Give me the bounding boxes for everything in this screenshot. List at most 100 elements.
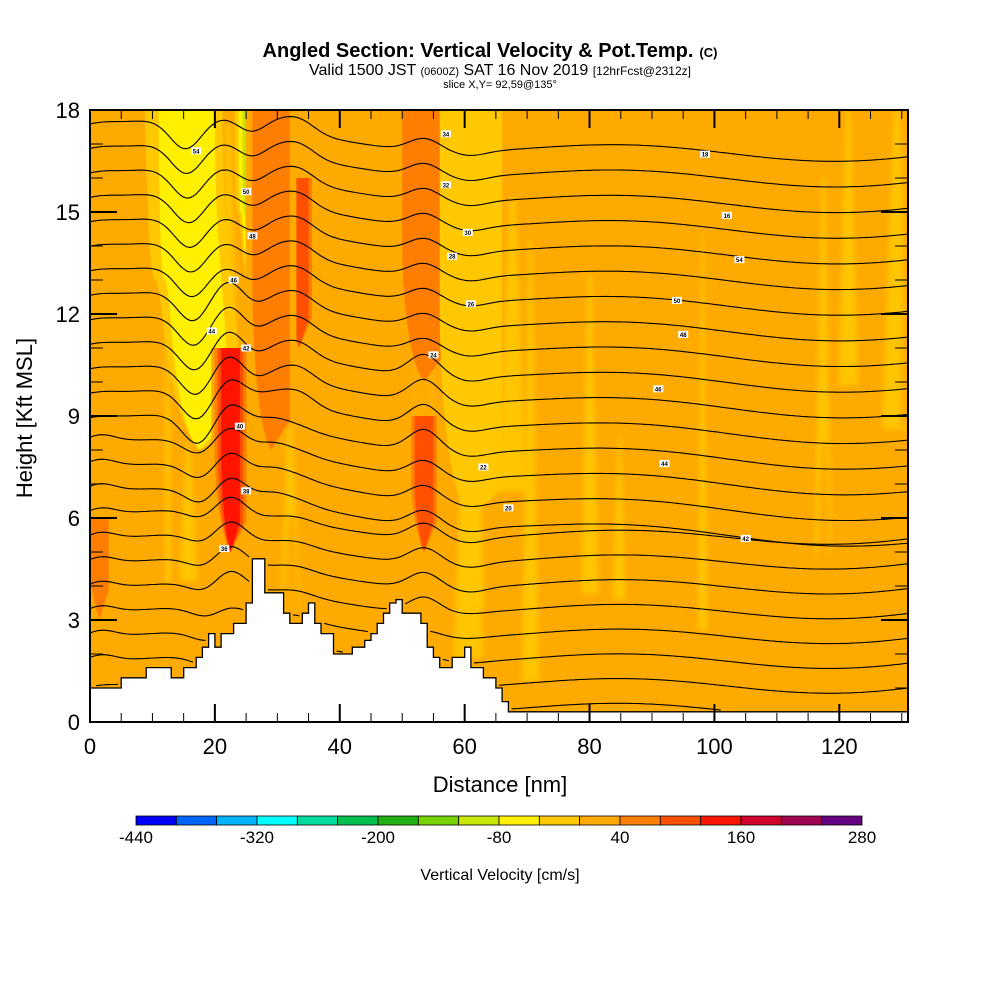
contour-label: 42 bbox=[740, 534, 751, 543]
colorbar-bin bbox=[619, 815, 661, 826]
contour-label-bg bbox=[465, 300, 476, 308]
contour-label: 26 bbox=[465, 300, 476, 308]
colorbar-bin bbox=[821, 815, 863, 826]
x-tick-label: 60 bbox=[452, 734, 476, 759]
contour-label-text: 40 bbox=[237, 425, 244, 431]
updraft-core-1 bbox=[221, 348, 240, 552]
contour-label-text: 48 bbox=[680, 333, 687, 339]
slice-label: slice X,Y= 92,59@135° bbox=[443, 79, 557, 91]
contour-label: 48 bbox=[247, 232, 258, 240]
colorbar-bin bbox=[256, 815, 298, 826]
theta-contour-line bbox=[90, 306, 908, 368]
contour-label-bg bbox=[440, 181, 451, 189]
theta-contour-line bbox=[90, 215, 908, 265]
contour-label-bg bbox=[241, 188, 252, 196]
contour-label: 44 bbox=[659, 460, 670, 468]
contour-label-bg bbox=[740, 534, 751, 542]
colorbar-bin bbox=[498, 815, 540, 826]
theta-contour-line bbox=[96, 683, 721, 711]
contour-label-bg bbox=[503, 504, 514, 512]
contour-label-text: 44 bbox=[661, 462, 668, 468]
velocity-streak bbox=[522, 239, 539, 682]
velocity-streak bbox=[581, 274, 599, 594]
contour-label: 36 bbox=[219, 545, 230, 553]
colorbar-bin bbox=[740, 815, 782, 826]
updraft-column-5 bbox=[402, 110, 446, 382]
velocity-streak bbox=[491, 463, 512, 683]
terrain-profile bbox=[89, 558, 909, 723]
colorbar-bin bbox=[337, 815, 379, 826]
contour-label-text: 24 bbox=[430, 353, 437, 359]
y-axis: 0 3 6 9 12 15 18 bbox=[56, 98, 80, 735]
velocity-streak bbox=[814, 177, 832, 553]
contour-label-text: 22 bbox=[480, 466, 487, 472]
contour-label: 18 bbox=[700, 150, 711, 159]
chart-title: Angled Section: Vertical Velocity & Pot.… bbox=[263, 40, 718, 62]
chart-subtitle: Valid 1500 JST (0600Z) SAT 16 Nov 2019 [… bbox=[309, 62, 691, 79]
y-tick-label: 9 bbox=[68, 404, 80, 429]
updraft-column-4 bbox=[252, 110, 290, 450]
contour-label-text: 54 bbox=[193, 149, 200, 155]
velocity-streak bbox=[498, 199, 527, 492]
theta-contour-line bbox=[90, 190, 908, 239]
x-tick-label: 0 bbox=[84, 734, 96, 759]
colorbar-tick-label: 40 bbox=[611, 828, 630, 847]
velocity-streak bbox=[639, 192, 653, 665]
velocity-streak bbox=[107, 110, 127, 440]
contour-label-text: 54 bbox=[736, 258, 743, 264]
contour-label: 30 bbox=[462, 228, 473, 237]
contour-label-bg bbox=[659, 460, 670, 468]
contour-label-bg bbox=[241, 344, 252, 352]
velocity-streak bbox=[697, 233, 708, 631]
contour-labels-layer: 54 50 48 46 44 42 40 38 36 34 32 30 28 26 24 22 20 18 16 54… bbox=[191, 130, 751, 553]
contour-label: 20 bbox=[503, 504, 514, 512]
contour-label-bg bbox=[206, 327, 217, 335]
contour-label-text: 42 bbox=[742, 537, 749, 543]
title-units: (C) bbox=[699, 45, 717, 60]
contour-label-text: 44 bbox=[208, 330, 215, 336]
velocity-streak bbox=[95, 236, 111, 523]
theta-contour-line bbox=[90, 240, 908, 291]
contour-label-text: 18 bbox=[702, 153, 709, 159]
colorbar-bin bbox=[135, 815, 177, 826]
colorbar-label: Vertical Velocity [cm/s] bbox=[420, 867, 579, 884]
theta-contour-line bbox=[90, 116, 908, 162]
contour-label-text: 36 bbox=[221, 547, 228, 553]
theta-contour-line bbox=[90, 265, 908, 316]
contour-label-bg bbox=[734, 256, 745, 264]
contour-label: 46 bbox=[228, 276, 239, 285]
colorbar-tick-label: -200 bbox=[361, 828, 395, 847]
colorbar-bin bbox=[700, 815, 742, 826]
y-tick-label: 18 bbox=[56, 98, 80, 123]
velocity-streak bbox=[871, 268, 886, 573]
colorbar-bin bbox=[458, 815, 500, 826]
contour-label-bg bbox=[721, 211, 732, 219]
colorbar-bin bbox=[780, 815, 823, 826]
contour-label-bg bbox=[478, 463, 489, 471]
theta-contour-line bbox=[90, 654, 908, 694]
x-axis-label: Distance [nm] bbox=[433, 772, 568, 797]
colorbar-bin bbox=[579, 815, 621, 826]
contour-label: 24 bbox=[428, 351, 439, 359]
contour-label-bg bbox=[247, 232, 258, 240]
contour-label: 50 bbox=[241, 188, 252, 196]
weak-down-6 bbox=[439, 110, 503, 518]
contour-label-text: 38 bbox=[243, 489, 250, 495]
contour-label: 34 bbox=[440, 130, 451, 138]
theta-contour-layer bbox=[90, 116, 908, 711]
colorbar-bin bbox=[377, 815, 419, 826]
theta-contour-line bbox=[90, 379, 908, 445]
contour-label-bg bbox=[191, 147, 202, 155]
velocity-streak bbox=[322, 336, 349, 499]
contour-label: 16 bbox=[721, 211, 732, 220]
theta-contour-line bbox=[90, 140, 908, 188]
theta-contour-line bbox=[90, 165, 908, 214]
theta-contour-line bbox=[90, 521, 908, 570]
terrain-layer bbox=[89, 558, 909, 723]
y-tick-label: 15 bbox=[56, 200, 80, 225]
contour-label-bg bbox=[653, 385, 664, 393]
colorbar-tick-label: 280 bbox=[848, 828, 876, 847]
velocity-streak bbox=[811, 442, 837, 705]
velocity-streak bbox=[543, 354, 551, 612]
colorbar-tick-label: -440 bbox=[119, 828, 153, 847]
